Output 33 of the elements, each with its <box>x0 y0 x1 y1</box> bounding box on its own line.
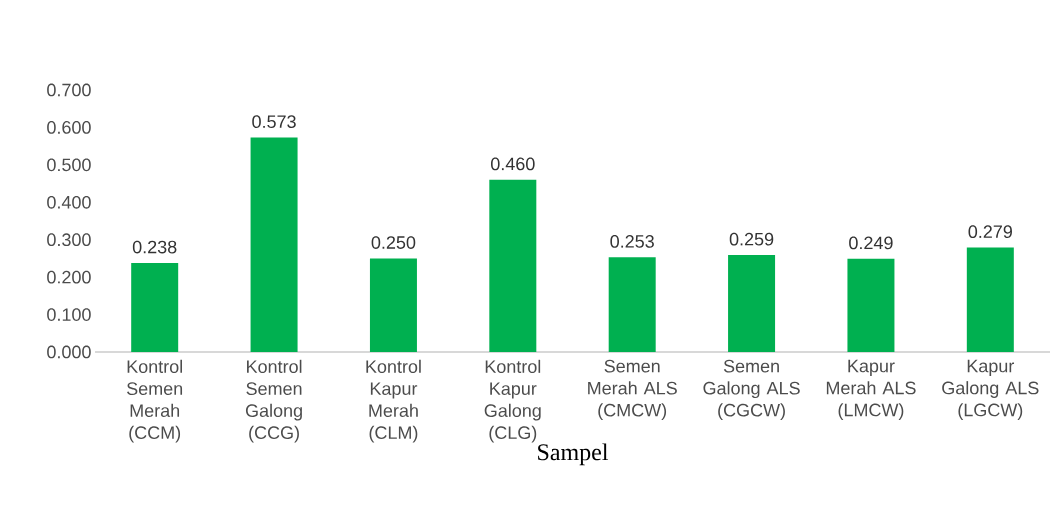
bar <box>608 257 656 352</box>
data-label: 0.253 <box>610 235 654 248</box>
y-tick-label: 0.200 <box>47 270 91 284</box>
bar <box>250 137 298 352</box>
data-label: 0.573 <box>252 115 296 128</box>
x-tick-label: Semen Merah ALS (CMCW) <box>588 359 677 421</box>
x-tick-label: Kapur Merah ALS (LMCW) <box>826 359 916 420</box>
data-label: 0.249 <box>849 236 893 250</box>
bar <box>489 179 537 352</box>
y-tick-label: 0.100 <box>47 308 91 321</box>
bar <box>369 258 417 352</box>
x-axis-title: Sampel <box>538 443 609 466</box>
data-label: 0.460 <box>491 157 535 171</box>
x-tick-label: Semen Galong ALS (CGCW) <box>703 359 800 421</box>
bar <box>728 255 776 352</box>
bar <box>966 247 1014 352</box>
x-tick-label: Kontrol Kapur Merah (CLM) <box>366 359 421 443</box>
x-tick-label: Kapur Galong ALS (LGCW) <box>942 359 1039 420</box>
y-tick-label: 0.400 <box>47 195 91 209</box>
data-label: 0.279 <box>968 225 1012 239</box>
bar <box>131 262 179 352</box>
bar <box>847 258 895 352</box>
y-tick-label: 0.700 <box>47 83 91 97</box>
y-tick-label: 0.000 <box>47 345 91 359</box>
y-tick-label: 0.600 <box>47 121 91 134</box>
y-tick-label: 0.300 <box>47 233 91 247</box>
data-label: 0.259 <box>729 232 774 246</box>
x-tick-label: Kontrol Semen Merah (CCM) <box>126 359 183 443</box>
data-label: 0.250 <box>371 236 416 249</box>
data-label: 0.238 <box>132 240 177 254</box>
y-tick-label: 0.500 <box>47 158 91 172</box>
x-tick-label: Kontrol Semen Galong (CCG) <box>245 359 302 443</box>
x-tick-label: Kontrol Kapur Galong (CLG) <box>484 359 541 443</box>
